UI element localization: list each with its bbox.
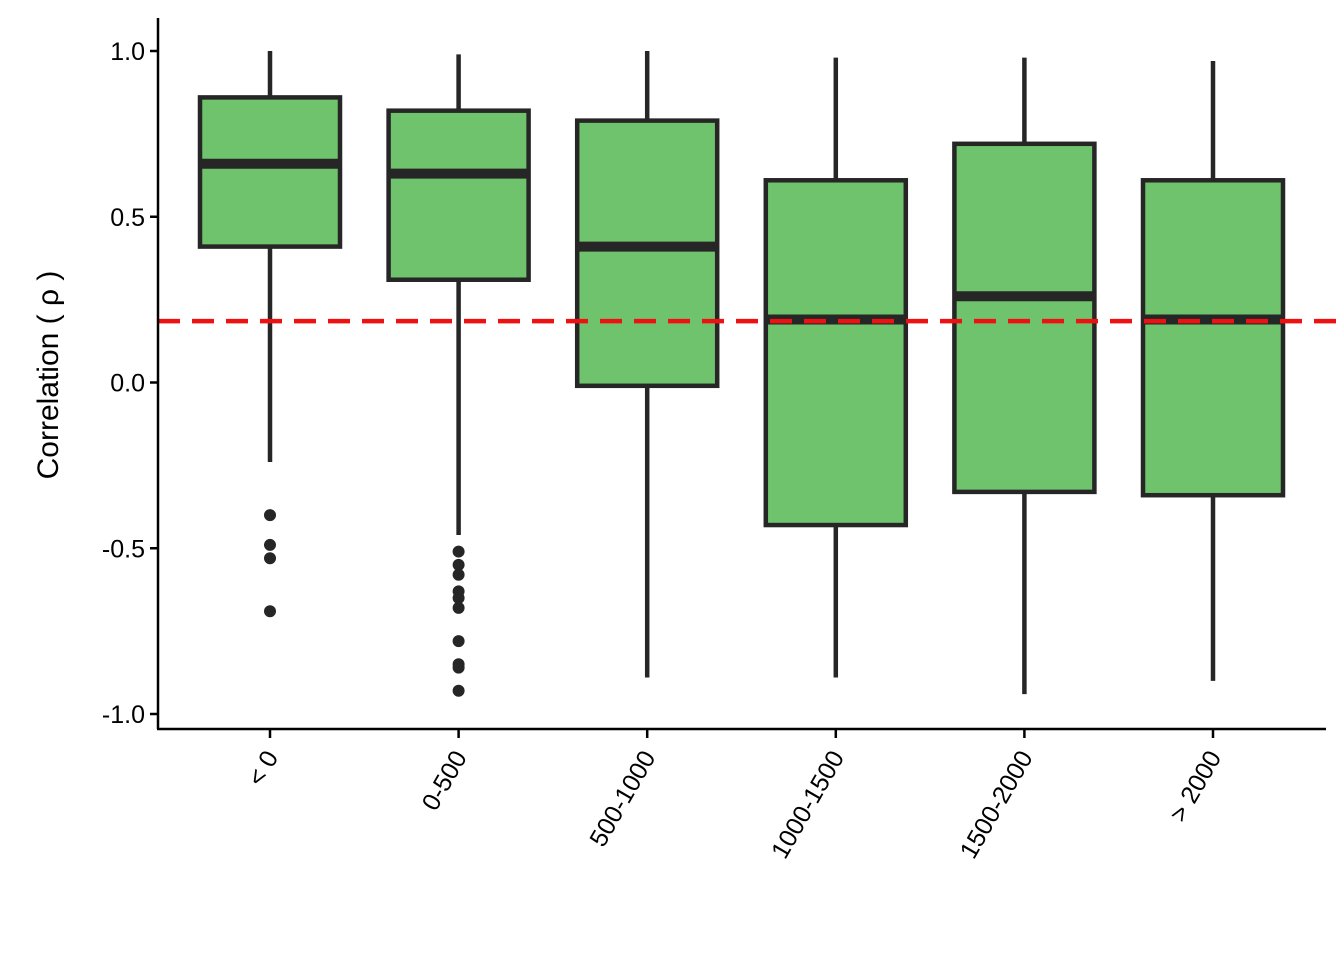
outlier-point [452, 684, 465, 697]
outlier-point [264, 605, 276, 618]
outlier-point [452, 568, 465, 581]
x-tick-label: < 0 [242, 746, 284, 791]
outlier-point [452, 591, 465, 604]
outlier-point [452, 661, 465, 674]
y-tick-label: 0.5 [110, 204, 145, 232]
box-group [386, 54, 531, 697]
y-axis-title: Correlation ( ρ ) [32, 271, 65, 480]
x-tick-label: 1000-1500 [766, 746, 850, 864]
y-ticks-layer: 1.0 0.5 0.0 -0.5 -1.0 [102, 38, 158, 729]
box-group [763, 57, 909, 678]
box-iqr [952, 141, 1097, 495]
y-tick-label: 1.0 [110, 38, 145, 66]
outlier-point [264, 509, 276, 522]
x-tick-label: 1500-2000 [955, 746, 1039, 864]
axes-layer [156, 18, 1326, 731]
outlier-point [452, 558, 465, 571]
x-ticks-layer: < 0 0-500 500-1000 1000-1500 1500-2000 > 2000 [242, 729, 1227, 864]
box-iqr [386, 108, 531, 282]
box-group [574, 51, 720, 678]
outlier-point [452, 601, 465, 614]
box-iqr [1140, 178, 1286, 498]
x-tick-label: 500-1000 [584, 746, 661, 852]
y-tick-label: 0.0 [110, 370, 145, 398]
box-iqr [197, 95, 343, 249]
box-iqr [763, 178, 909, 528]
y-tick-label: -1.0 [102, 701, 145, 729]
outlier-point [452, 635, 465, 648]
outlier-point [452, 545, 465, 558]
boxes-layer [197, 51, 1286, 697]
y-tick-label: -0.5 [102, 535, 145, 563]
outlier-point [264, 552, 276, 565]
x-tick-label: 0-500 [417, 746, 473, 815]
box-group [197, 51, 343, 618]
outlier-point [264, 538, 276, 551]
box-group [952, 57, 1097, 695]
box-group [1140, 60, 1286, 681]
x-tick-label: > 2000 [1164, 746, 1227, 827]
box-iqr [574, 118, 720, 389]
